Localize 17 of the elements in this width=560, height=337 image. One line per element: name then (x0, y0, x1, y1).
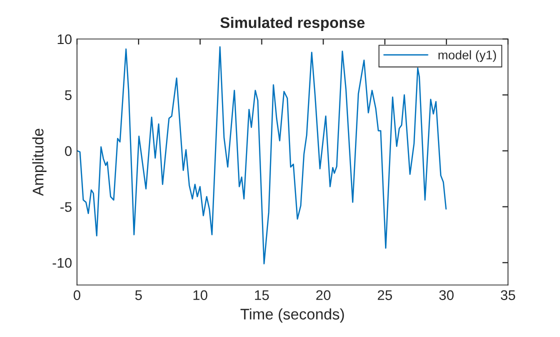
y-tick-label: 5 (64, 90, 72, 100)
y-tick-label: 10 (58, 34, 72, 44)
legend-label: model (y1) (438, 50, 496, 62)
x-axis-title: Time (seconds) (240, 308, 344, 323)
x-tick-label: 10 (193, 290, 208, 300)
x-tick-label: 5 (135, 290, 142, 300)
x-tick-label: 25 (378, 290, 392, 300)
chart-title: Simulated response (220, 16, 365, 32)
x-tick-label: 30 (439, 290, 454, 300)
y-tick-label: 0 (64, 146, 72, 156)
x-tick-label: 20 (316, 290, 330, 300)
y-tick-label: -5 (60, 202, 72, 212)
x-tick-label: 15 (255, 290, 269, 300)
y-tick-label: -10 (52, 258, 72, 268)
x-tick-label: 35 (500, 290, 516, 300)
y-axis-title: Amplitude (32, 128, 47, 196)
x-tick-label: 0 (74, 290, 80, 300)
